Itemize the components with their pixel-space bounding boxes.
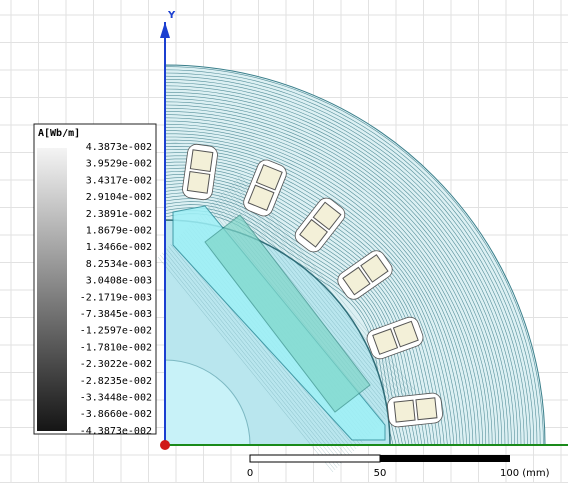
legend-label: -1.7810e-002 [80,342,152,353]
legend-label: 3.9529e-002 [86,159,152,170]
legend-label: 2.9104e-002 [86,192,152,203]
legend-label: -7.3845e-003 [80,309,152,320]
legend-title: A[Wb/m] [38,128,80,139]
scale-white [250,455,380,462]
legend-label: 4.3873e-002 [86,142,152,153]
coil [190,150,212,172]
scale-black [380,455,510,462]
coil [416,398,437,420]
scale-label: 0 [247,468,253,479]
legend-label: -2.3022e-002 [80,359,152,370]
legend-label: 1.3466e-002 [86,242,152,253]
scale-bar: 0 50 100 (mm) [247,455,550,479]
legend-label: 1.8679e-002 [86,226,152,237]
y-axis-label: Y [167,10,176,21]
legend-label: -1.2597e-002 [80,326,152,337]
legend-label: 3.0408e-003 [86,276,152,287]
legend-label: -3.8660e-002 [80,409,152,420]
coil [187,172,209,194]
scale-label: 100 (mm) [500,468,550,479]
legend-label: -2.1719e-003 [80,292,152,303]
scale-label: 50 [374,468,387,479]
y-arrow [160,22,170,38]
viewport: Y A[Wb/m] 4.3873e-002 3.9529e-002 3.4317e-… [0,0,568,483]
legend-label: 3.4317e-002 [86,175,152,186]
legend: A[Wb/m] 4.3873e-002 3.9529e-002 3.4317e-00… [34,124,156,437]
legend-label: 8.2534e-003 [86,259,152,270]
origin [160,440,170,450]
legend-gradient [37,148,67,431]
legend-label: -4.3873e-002 [80,426,152,437]
legend-label: -3.3448e-002 [80,393,152,404]
coil [394,400,415,422]
legend-label: 2.3891e-002 [86,209,152,220]
legend-label: -2.8235e-002 [80,376,152,387]
slot [387,392,444,427]
